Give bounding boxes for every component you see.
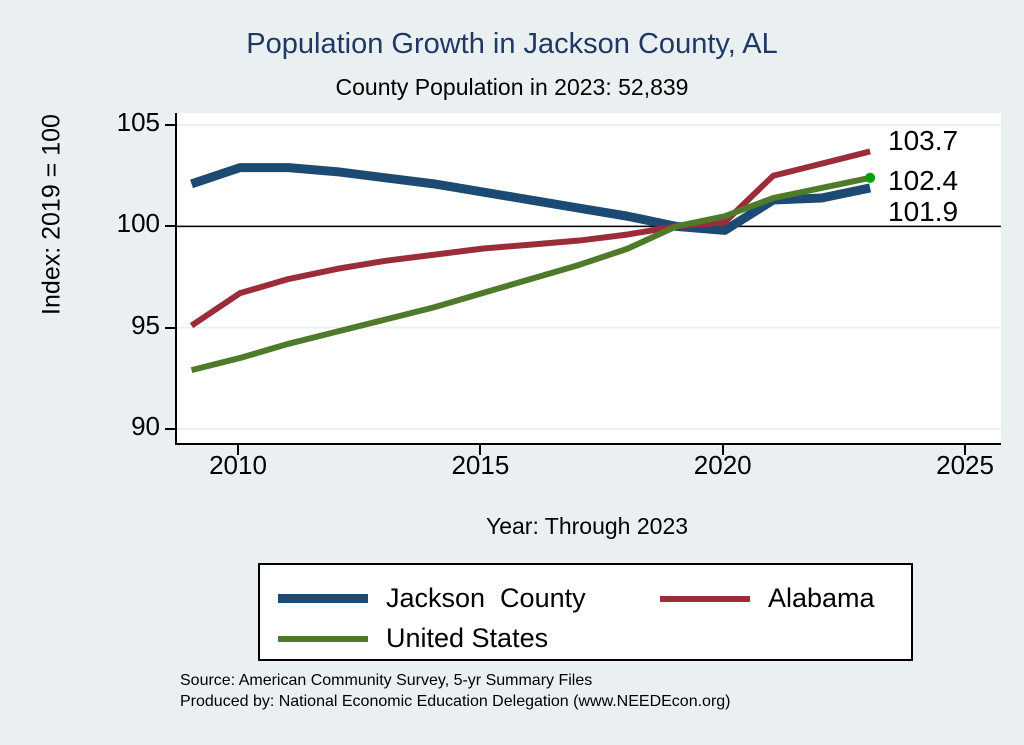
series-end-marker-united-states bbox=[865, 172, 876, 183]
x-axis-tick-mark-2015 bbox=[479, 445, 482, 455]
y-axis-tick-label-90: 90 bbox=[131, 410, 160, 441]
plot-lines-svg bbox=[177, 124, 1001, 430]
end-value-label-alabama: 103.7 bbox=[888, 125, 959, 156]
x-axis-tick-label-2015: 2015 bbox=[451, 450, 510, 480]
chart-subtitle: County Population in 2023: 52,839 bbox=[335, 74, 689, 100]
x-axis-title: Year: Through 2023 bbox=[485, 513, 689, 539]
y-axis-tick-mark-95 bbox=[165, 326, 175, 329]
y-axis-tick-mark-90 bbox=[165, 427, 175, 430]
legend-swatch-jackson-county bbox=[278, 594, 368, 603]
y-axis-tick-mark-105 bbox=[165, 124, 175, 127]
y-axis-title: Index: 2019 = 100 bbox=[37, 114, 66, 315]
end-value-label-united-states: 102.4 bbox=[888, 165, 959, 196]
end-value-label-jackson-county: 101.9 bbox=[888, 196, 959, 227]
x-axis-tick-label-2020: 2020 bbox=[693, 450, 752, 480]
x-axis-tick-label-2010: 2010 bbox=[209, 450, 267, 480]
legend-swatch-united-states bbox=[278, 635, 368, 642]
legend-label-united-states: United States bbox=[386, 623, 549, 653]
plot-area bbox=[175, 113, 1001, 445]
series-line-alabama bbox=[189, 148, 871, 329]
y-axis-tick-label-95: 95 bbox=[131, 309, 160, 340]
series-line-united-states bbox=[190, 174, 871, 374]
x-axis-tick-mark-2010 bbox=[237, 445, 239, 455]
legend-item-alabama: Alabama bbox=[660, 583, 875, 614]
y-axis-tick-label-105: 105 bbox=[116, 107, 160, 138]
source-line-2: Produced by: National Economic Education… bbox=[180, 693, 731, 710]
chart-legend: Jackson County Alabama United States bbox=[258, 563, 913, 661]
x-axis-tick-label-2025: 2025 bbox=[936, 450, 994, 480]
legend-swatch-alabama bbox=[660, 595, 750, 602]
source-line-1: Source: American Community Survey, 5-yr … bbox=[180, 672, 593, 689]
legend-item-united-states: United States bbox=[278, 623, 548, 654]
source-note: Source: American Community Survey, 5-yr … bbox=[180, 670, 731, 712]
legend-item-jackson-county: Jackson County bbox=[278, 583, 586, 614]
series-line-jackson-county bbox=[190, 163, 872, 235]
x-axis-tick-mark-2020 bbox=[721, 445, 724, 455]
y-axis-tick-mark-100 bbox=[165, 225, 175, 228]
y-axis-tick-label-100: 100 bbox=[116, 208, 160, 239]
legend-label-alabama: Alabama bbox=[768, 583, 875, 613]
x-axis-tick-mark-2025 bbox=[964, 445, 967, 455]
legend-label-jackson-county: Jackson County bbox=[386, 583, 586, 613]
chart-title: Population Growth in Jackson County, AL bbox=[246, 28, 778, 60]
